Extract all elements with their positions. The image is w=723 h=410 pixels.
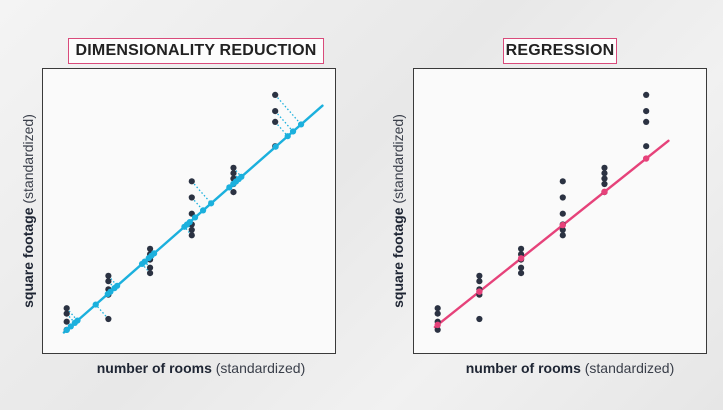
- right-data-point: [643, 92, 649, 98]
- right-fitted-point: [601, 189, 607, 195]
- right-data-point: [560, 211, 566, 217]
- right-fitted-point: [518, 255, 524, 261]
- left-projected-point: [74, 317, 80, 323]
- right-data-point: [601, 165, 607, 171]
- right-data-point: [560, 178, 566, 184]
- right-fit-line: [435, 141, 669, 327]
- right-data-point: [643, 143, 649, 149]
- left-projected-point: [192, 214, 198, 220]
- right-data-point: [435, 311, 441, 317]
- left-projected-point: [114, 283, 120, 289]
- left-data-point: [230, 189, 236, 195]
- left-projected-point: [285, 133, 291, 139]
- left-data-point: [64, 311, 70, 317]
- left-data-point: [105, 316, 111, 322]
- right-data-point: [518, 270, 524, 276]
- right-data-point: [476, 278, 482, 284]
- left-projected-point: [187, 219, 193, 225]
- right-data-point: [518, 246, 524, 252]
- left-data-point: [147, 270, 153, 276]
- left-projection-segment: [275, 95, 301, 125]
- left-data-point: [272, 108, 278, 114]
- right-data-point: [643, 119, 649, 125]
- right-fitted-point: [643, 155, 649, 161]
- right-data-point: [560, 194, 566, 200]
- left-projected-point: [208, 200, 214, 206]
- left-data-point: [272, 119, 278, 125]
- right-data-point: [518, 265, 524, 271]
- left-data-point: [105, 273, 111, 279]
- left-data-point: [147, 265, 153, 271]
- left-projected-point: [273, 144, 279, 150]
- right-fitted-point: [560, 222, 566, 228]
- left-data-point: [189, 194, 195, 200]
- right-data-point: [476, 273, 482, 279]
- left-projected-point: [151, 250, 157, 256]
- left-data-point: [189, 227, 195, 233]
- right-data-point: [601, 181, 607, 187]
- right-data-point: [435, 305, 441, 311]
- left-data-point: [189, 178, 195, 184]
- left-data-point: [272, 92, 278, 98]
- left-projected-point: [290, 128, 296, 134]
- right-fitted-point: [476, 288, 482, 294]
- left-projected-point: [200, 207, 206, 213]
- left-projected-point: [238, 174, 244, 180]
- right-data-point: [601, 170, 607, 176]
- left-projected-point: [298, 121, 304, 127]
- right-data-point: [476, 316, 482, 322]
- left-data-point: [105, 278, 111, 284]
- right-fitted-point: [434, 322, 440, 328]
- left-data-point: [64, 305, 70, 311]
- left-data-point: [230, 170, 236, 176]
- right-data-point: [560, 232, 566, 238]
- right-data-point: [601, 176, 607, 182]
- left-projected-point: [93, 301, 99, 307]
- left-data-point: [64, 319, 70, 325]
- left-data-point: [230, 165, 236, 171]
- left-data-point: [189, 232, 195, 238]
- right-data-point: [643, 108, 649, 114]
